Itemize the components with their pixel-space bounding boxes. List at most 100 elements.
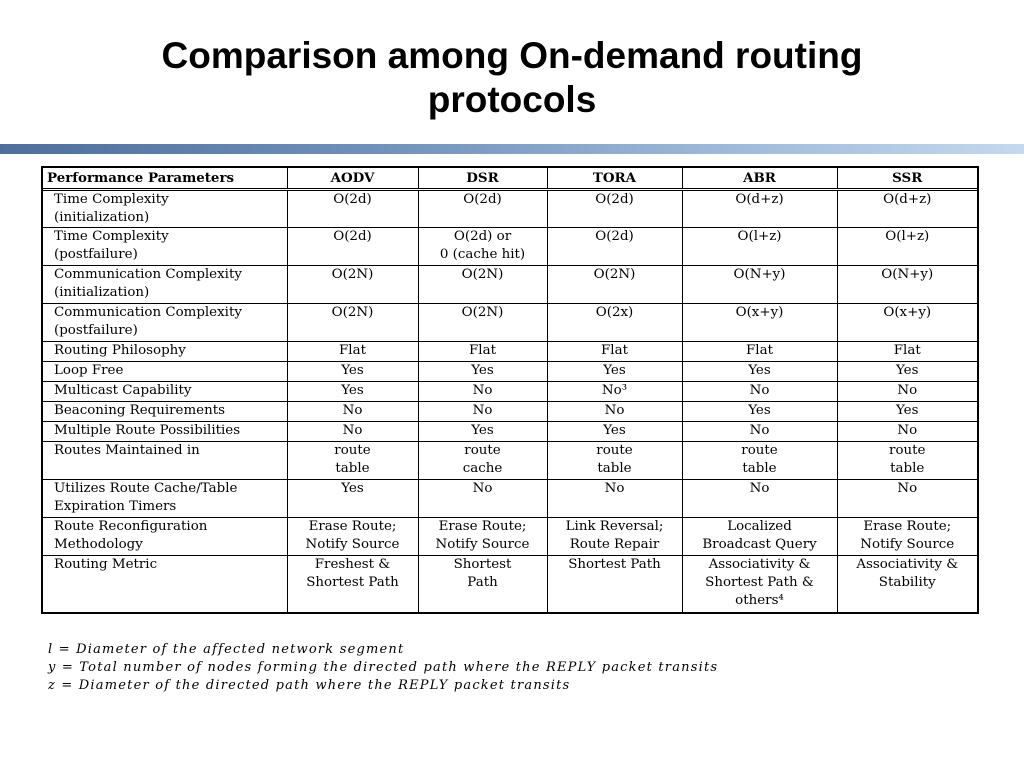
value-text: No <box>342 403 363 418</box>
value-text: No <box>897 423 918 438</box>
parameter-text: Route Reconfiguration <box>54 519 208 534</box>
value-text: Broadcast Query <box>702 537 817 552</box>
parameter-text: Beaconing Requirements <box>54 403 225 418</box>
value-cell-tora: No <box>547 401 683 422</box>
value-text: Shortest Path & <box>705 575 814 590</box>
row-parameter-cell: Communication Complexity (initialization) <box>43 265 288 304</box>
value-text: Stability <box>878 575 936 590</box>
value-text: O(2d) <box>595 192 634 207</box>
value-text: table <box>890 461 925 476</box>
value-text: cache <box>462 461 503 476</box>
value-text: O(2N) <box>461 267 504 282</box>
value-cell-dsr: route cache <box>418 441 548 480</box>
value-text: Localized <box>727 519 792 534</box>
value-text: O(2d) <box>333 192 372 207</box>
value-text: O(2d) or <box>453 229 512 244</box>
value-cell-tora: Yes <box>547 421 683 442</box>
value-cell-tora: O(2d) <box>547 227 683 266</box>
value-text: No <box>897 383 918 398</box>
value-cell-tora: O(2N) <box>547 265 683 304</box>
value-cell-dsr: O(2d) or 0 (cache hit) <box>418 227 548 266</box>
value-text: Flat <box>601 343 628 358</box>
value-text: Shortest Path <box>568 557 661 572</box>
comparison-table-frame: Performance Parameters AODV DSR TORA ABR… <box>41 166 979 614</box>
value-cell-dsr: Shortest Path <box>418 555 548 612</box>
value-cell-dsr: Erase Route; Notify Source <box>418 517 548 556</box>
value-cell-dsr: No <box>418 401 548 422</box>
value-text: Flat <box>339 343 366 358</box>
value-text: 0 (cache hit) <box>439 247 526 262</box>
row-parameter-cell: Route Reconfiguration Methodology <box>43 517 288 556</box>
value-cell-ssr: O(l+z) <box>837 227 977 266</box>
value-text: Erase Route; <box>863 519 952 534</box>
value-text: Yes <box>471 363 494 378</box>
value-text: O(2x) <box>595 305 634 320</box>
value-cell-aodv: O(2N) <box>287 303 419 342</box>
value-cell-abr: Yes <box>682 361 838 382</box>
value-cell-dsr: Yes <box>418 361 548 382</box>
value-text: Yes <box>748 403 771 418</box>
row-parameter-cell: Beaconing Requirements <box>43 401 288 422</box>
value-cell-aodv: Erase Route; Notify Source <box>287 517 419 556</box>
value-cell-tora: Flat <box>547 341 683 362</box>
row-parameter-cell: Routing Philosophy <box>43 341 288 362</box>
value-cell-aodv: O(2d) <box>287 189 419 228</box>
value-text: Notify Source <box>305 537 400 552</box>
value-cell-ssr: No <box>837 479 977 518</box>
value-cell-aodv: No <box>287 421 419 442</box>
table-row: Time Complexity (initialization) O(2d) O(2d… <box>43 189 977 228</box>
parameter-text: (postfailure) <box>54 247 138 262</box>
table-row: Beaconing Requirements No No No Yes Yes <box>43 401 977 422</box>
value-cell-ssr: O(N+y) <box>837 265 977 304</box>
value-text: Notify Source <box>860 537 955 552</box>
value-text: Shortest Path <box>306 575 399 590</box>
value-text: No <box>749 383 770 398</box>
table-row: Communication Complexity (initialization)… <box>43 265 977 304</box>
row-parameter-cell: Routing Metric <box>43 555 288 612</box>
parameter-text: (postfailure) <box>54 323 138 338</box>
value-cell-abr: Yes <box>682 401 838 422</box>
value-cell-aodv: Yes <box>287 361 419 382</box>
parameter-text: Utilizes Route Cache/Table <box>54 481 238 496</box>
value-text: table <box>335 461 370 476</box>
header-abr: ABR <box>682 168 838 191</box>
parameter-text: Communication Complexity <box>54 267 242 282</box>
row-parameter-cell: Routes Maintained in <box>43 441 288 480</box>
value-cell-tora: O(2x) <box>547 303 683 342</box>
table-header-row: Performance Parameters AODV DSR TORA ABR… <box>43 168 977 191</box>
value-cell-aodv: Flat <box>287 341 419 362</box>
value-cell-tora: route table <box>547 441 683 480</box>
row-parameter-cell: Multicast Capability <box>43 381 288 402</box>
value-cell-dsr: Flat <box>418 341 548 362</box>
value-cell-abr: O(l+z) <box>682 227 838 266</box>
value-text: O(2N) <box>331 267 374 282</box>
row-parameter-cell: Multiple Route Possibilities <box>43 421 288 442</box>
value-text: route <box>741 443 778 458</box>
value-cell-abr: O(N+y) <box>682 265 838 304</box>
value-text: No <box>472 481 493 496</box>
value-text: Yes <box>603 363 626 378</box>
value-cell-tora: No <box>547 479 683 518</box>
value-cell-abr: No <box>682 381 838 402</box>
title-divider-bar <box>0 144 1024 154</box>
table-row: Multicast Capability Yes No No³ No No <box>43 381 977 402</box>
value-cell-abr: Associativity & Shortest Path & others⁴ <box>682 555 838 612</box>
value-text: O(l+z) <box>737 229 782 244</box>
footnote-z: z = Diameter of the directed path where … <box>48 678 571 693</box>
value-text: Route Repair <box>569 537 660 552</box>
value-text: Yes <box>748 363 771 378</box>
value-cell-ssr: Erase Route; Notify Source <box>837 517 977 556</box>
value-cell-tora: Shortest Path <box>547 555 683 612</box>
value-text: No <box>604 403 625 418</box>
value-text: Associativity & <box>856 557 959 572</box>
value-text: O(N+y) <box>733 267 786 282</box>
value-cell-ssr: Yes <box>837 401 977 422</box>
header-dsr: DSR <box>418 168 548 191</box>
row-parameter-cell: Communication Complexity (postfailure) <box>43 303 288 342</box>
value-text: Erase Route; <box>308 519 397 534</box>
value-text: route <box>334 443 371 458</box>
value-cell-dsr: O(2N) <box>418 265 548 304</box>
value-text: O(d+z) <box>883 192 932 207</box>
value-text: No <box>472 403 493 418</box>
value-text: Flat <box>893 343 921 358</box>
